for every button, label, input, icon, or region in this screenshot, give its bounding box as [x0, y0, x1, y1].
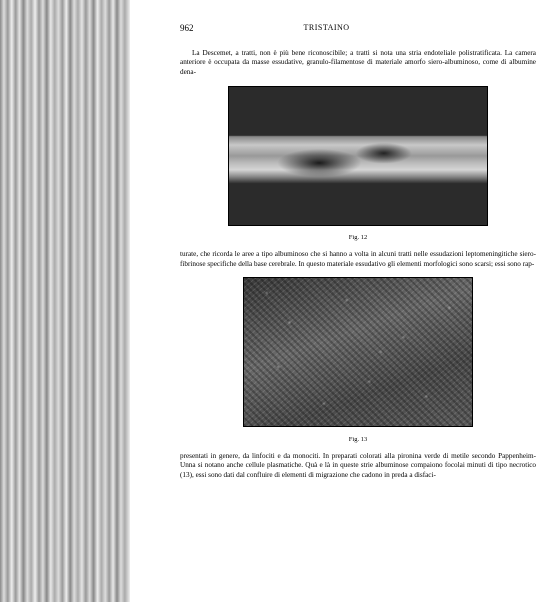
page-content: 962 TRISTAINO La Descemet, a tratti, non…: [130, 0, 556, 602]
figure-13-wrap: [180, 277, 536, 430]
paragraph-2: turate, che ricorda le aree a tipo album…: [180, 250, 536, 269]
book-spine-texture: [0, 0, 130, 602]
figure-12-wrap: [180, 86, 536, 229]
paragraph-1: La Descemet, a tratti, non è più bene ri…: [180, 49, 536, 78]
figure-13-image: [243, 277, 473, 427]
figure-12-image: [228, 86, 488, 226]
running-title: TRISTAINO: [304, 22, 350, 35]
paragraph-3: presentati in genere, da linfociti e da …: [180, 452, 536, 481]
page-number: 962: [180, 22, 194, 35]
page-header: 962 TRISTAINO: [180, 22, 536, 35]
figure-12-caption: Fig. 12: [180, 233, 536, 242]
figure-13-caption: Fig. 13: [180, 435, 536, 444]
